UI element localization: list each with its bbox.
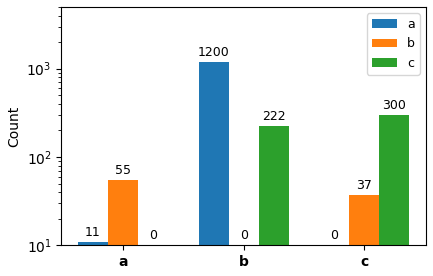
Bar [349,195,379,276]
Bar [108,180,138,276]
Bar [138,245,168,276]
Y-axis label: Count: Count [7,105,21,147]
Bar [259,126,289,276]
Text: 11: 11 [85,226,101,239]
Bar [379,115,410,276]
Bar [78,242,108,276]
Text: 0: 0 [330,229,338,242]
Text: 0: 0 [240,229,248,242]
Bar [198,62,229,276]
Text: 1200: 1200 [198,46,229,59]
Legend: a, b, c: a, b, c [367,13,420,75]
Text: 222: 222 [262,110,286,123]
Text: 300: 300 [382,99,406,112]
Bar [319,245,349,276]
Text: 37: 37 [356,179,372,192]
Bar [229,245,259,276]
Text: 0: 0 [149,229,157,242]
Text: 55: 55 [115,164,131,177]
